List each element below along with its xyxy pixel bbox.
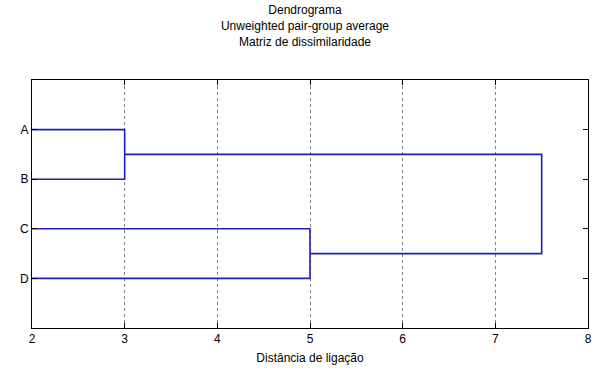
svg-text:3: 3: [121, 332, 128, 346]
svg-text:DendrogramaUnweighted pair-gro: DendrogramaUnweighted pair-group average…: [221, 3, 389, 48]
svg-text:D: D: [20, 272, 29, 286]
svg-text:Distância de ligação: Distância de ligação: [256, 351, 364, 365]
svg-text:6: 6: [399, 332, 406, 346]
svg-text:A: A: [21, 123, 29, 137]
svg-text:4: 4: [214, 332, 221, 346]
svg-text:2: 2: [29, 332, 36, 346]
svg-text:B: B: [21, 172, 29, 186]
svg-text:C: C: [20, 222, 29, 236]
svg-text:7: 7: [492, 332, 499, 346]
svg-text:8: 8: [585, 332, 592, 346]
svg-text:5: 5: [307, 332, 314, 346]
